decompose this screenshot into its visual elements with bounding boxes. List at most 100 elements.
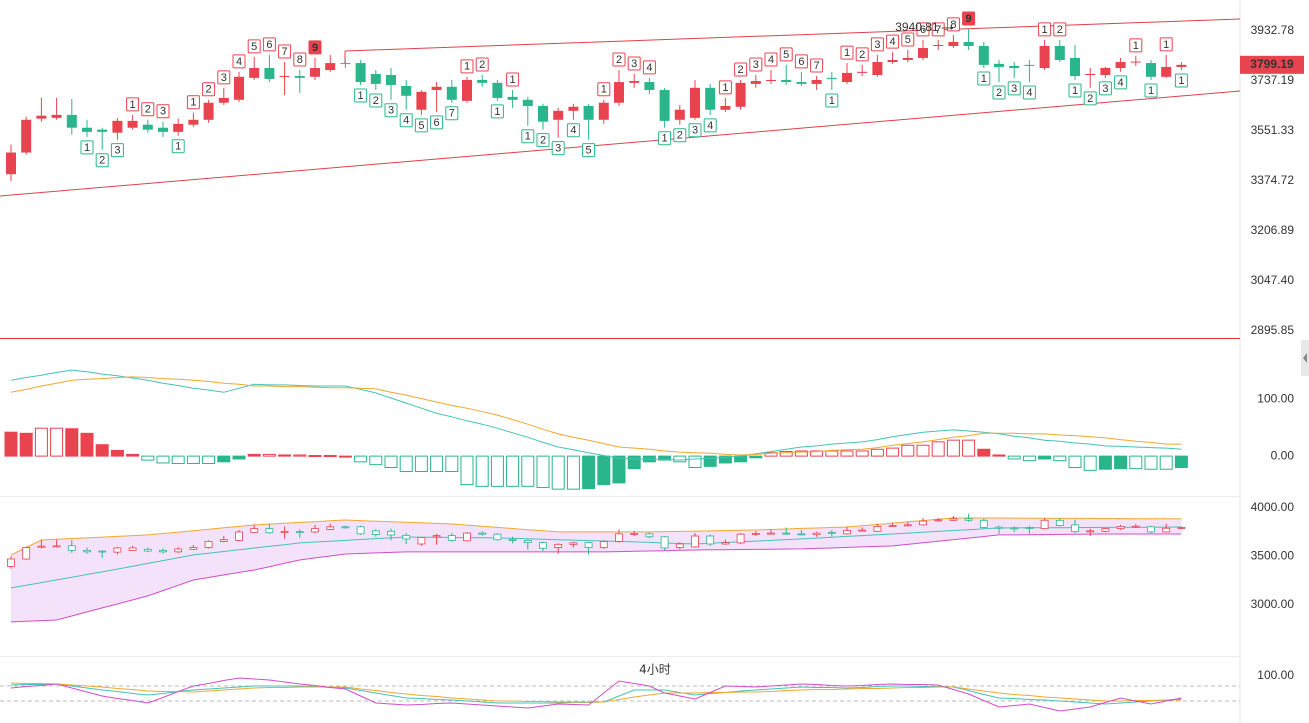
- histogram-bar: [1114, 455, 1128, 470]
- histogram-bar: [1098, 455, 1112, 470]
- td-badge: [354, 88, 368, 103]
- td-badge: [1098, 81, 1112, 96]
- candle-body: [370, 73, 381, 84]
- histogram-bar: [399, 455, 413, 472]
- td-count: 3: [692, 125, 698, 137]
- histogram-bar: [1068, 455, 1082, 469]
- histogram-bar: [247, 453, 261, 457]
- td-badge: [536, 133, 550, 148]
- td-badge: [810, 58, 824, 73]
- histogram-bar: [749, 455, 763, 459]
- y-tick-label: 3737.19: [1251, 73, 1295, 87]
- last-price-label: 3799.19: [1250, 57, 1294, 71]
- td-count: 1: [1133, 40, 1139, 52]
- candle-body: [919, 520, 927, 526]
- histogram-bar: [810, 450, 824, 457]
- candle-body: [478, 532, 487, 535]
- histogram-bar: [1007, 455, 1021, 460]
- histogram-bar: [475, 455, 489, 487]
- td-count: 2: [99, 155, 105, 167]
- td-count: 1: [662, 133, 668, 145]
- candle-body: [995, 526, 1003, 529]
- candle-body: [22, 547, 31, 560]
- candle-body: [204, 541, 213, 548]
- td-count: 2: [677, 130, 683, 142]
- td-count: 1: [464, 61, 470, 73]
- td-badge: [490, 104, 504, 119]
- candle-body: [173, 123, 184, 132]
- histogram-bar: [551, 455, 565, 490]
- candle-body: [402, 534, 411, 540]
- candle-body: [751, 533, 760, 535]
- td-count: 4: [1026, 87, 1032, 99]
- histogram-bar: [931, 441, 945, 457]
- td-count: 3: [1102, 83, 1108, 95]
- candle-body: [127, 120, 138, 128]
- y-tick-label: 3932.78: [1251, 23, 1295, 37]
- td-badge: [445, 106, 459, 121]
- candle-body: [36, 115, 47, 119]
- td-badge: [1174, 73, 1188, 88]
- candle-body: [1101, 528, 1110, 532]
- td-badge: [278, 44, 292, 59]
- y-tick-label: 0.00: [1271, 448, 1295, 462]
- candle-body: [355, 63, 366, 83]
- candle-body: [143, 548, 152, 552]
- td-count: 4: [768, 54, 774, 66]
- candle-body: [781, 79, 792, 83]
- candle-body: [341, 526, 350, 529]
- candle-body: [569, 542, 578, 545]
- candle-body: [1131, 525, 1140, 528]
- td-badge: [1114, 75, 1128, 90]
- td-badge: [110, 143, 124, 158]
- histogram-bar: [369, 455, 383, 466]
- td-count: 3: [874, 39, 880, 51]
- td-badge: [186, 95, 200, 110]
- histogram-bar: [688, 455, 702, 469]
- td-count: 1: [1072, 85, 1078, 97]
- candle-body: [964, 518, 973, 521]
- td-count: 6: [434, 117, 440, 129]
- candle-body: [83, 549, 91, 553]
- td-count: 2: [616, 54, 622, 66]
- histogram-bar: [855, 450, 869, 457]
- td-badge: [688, 123, 702, 138]
- histogram-bar: [354, 455, 368, 463]
- candle-body: [1147, 526, 1155, 533]
- td-count: 1: [722, 82, 728, 94]
- indicator-line: [10, 369, 1182, 461]
- candle-body: [294, 76, 305, 78]
- side-tab-arrow[interactable]: [1303, 353, 1307, 363]
- candle-body: [1010, 527, 1019, 530]
- histogram-bar: [50, 427, 64, 457]
- td-badge: [901, 32, 915, 47]
- histogram-bar: [217, 455, 231, 463]
- histogram-bar: [703, 455, 717, 467]
- candle-body: [295, 531, 304, 534]
- candle-body: [553, 110, 564, 120]
- histogram-bar: [293, 454, 307, 457]
- candle-body: [523, 539, 532, 544]
- histogram-bar: [323, 455, 337, 458]
- candle-body: [235, 531, 243, 541]
- td-count: 5: [586, 145, 592, 157]
- histogram-bar: [186, 455, 200, 465]
- candle-body: [750, 81, 761, 84]
- candle-body: [659, 89, 670, 121]
- candle-body: [1024, 64, 1035, 66]
- candle-body: [599, 541, 608, 548]
- td-badge: [612, 52, 626, 67]
- td-badge: [977, 71, 991, 86]
- histogram-bar: [490, 455, 504, 487]
- td-count: 5: [905, 34, 911, 46]
- y-tick-label: 3500.00: [1251, 549, 1295, 563]
- histogram-bar: [126, 453, 140, 457]
- candle-body: [416, 91, 427, 110]
- histogram-bar: [1083, 455, 1097, 471]
- td-count: 1: [190, 97, 196, 109]
- candle-body: [112, 120, 123, 133]
- td-badge: [171, 139, 185, 154]
- td-badge: [931, 22, 945, 37]
- td-badge: [308, 40, 322, 55]
